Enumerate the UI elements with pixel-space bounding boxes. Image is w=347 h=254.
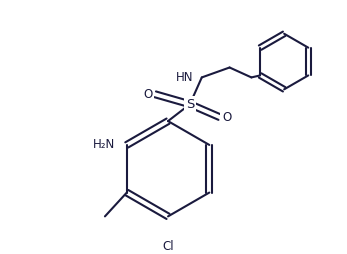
Text: S: S bbox=[186, 98, 194, 111]
Text: O: O bbox=[222, 111, 231, 124]
Text: Cl: Cl bbox=[162, 240, 174, 253]
Text: HN: HN bbox=[176, 71, 194, 84]
Text: O: O bbox=[144, 88, 153, 101]
Text: H₂N: H₂N bbox=[93, 138, 115, 151]
